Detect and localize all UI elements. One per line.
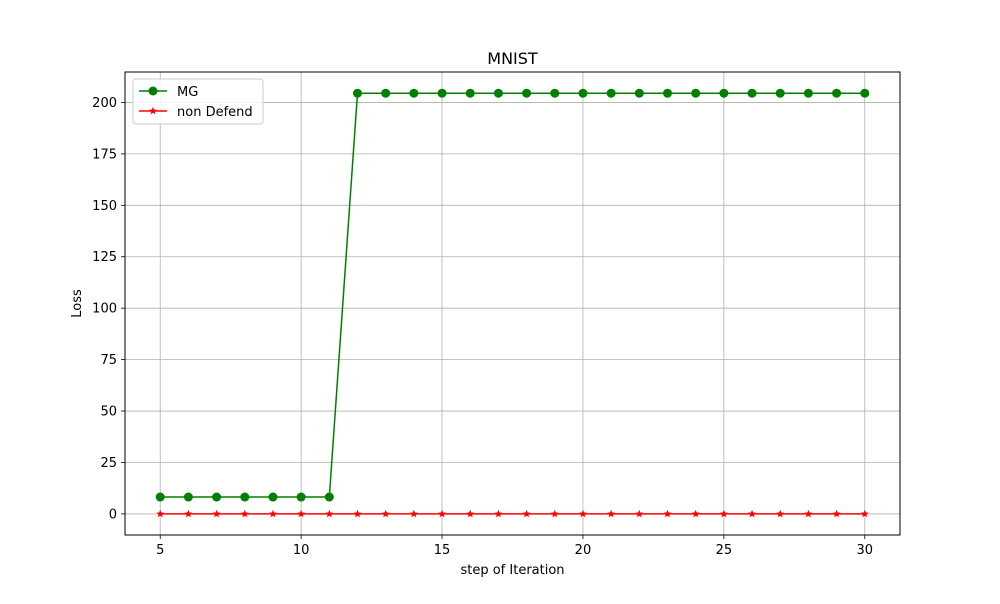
data-point-mg (775, 88, 785, 98)
data-point-mg (240, 492, 250, 502)
data-point-mg (353, 88, 362, 98)
y-tick-label: 75 (100, 353, 117, 368)
data-point-non-defend (832, 509, 841, 518)
data-point-non-defend (663, 509, 672, 518)
data-point-mg (578, 88, 588, 98)
data-point-mg (832, 88, 842, 98)
data-point-non-defend (325, 509, 334, 518)
y-tick-label: 25 (100, 456, 117, 471)
data-point-non-defend (353, 509, 362, 518)
data-point-mg (606, 88, 616, 98)
data-point-mg (719, 88, 729, 98)
data-point-non-defend (381, 509, 390, 518)
series-non-defend (156, 509, 869, 518)
data-point-non-defend (156, 509, 165, 518)
y-tick-label: 0 (109, 507, 117, 522)
data-point-mg (409, 88, 419, 98)
data-point-non-defend (466, 509, 475, 518)
data-point-mg (465, 88, 475, 98)
data-point-mg (268, 492, 278, 502)
chart-title: MNIST (487, 49, 538, 68)
data-point-non-defend (522, 509, 531, 518)
data-point-mg (493, 88, 503, 98)
data-point-non-defend (240, 509, 249, 518)
data-point-mg (550, 88, 560, 98)
data-point-non-defend (635, 509, 644, 518)
y-axis-label: Loss (70, 289, 85, 318)
series-group (155, 88, 870, 518)
data-point-non-defend (409, 509, 418, 518)
data-point-mg (212, 492, 222, 502)
x-tick-label: 20 (575, 543, 592, 558)
data-point-non-defend (550, 509, 559, 518)
x-tick-label: 25 (716, 543, 733, 558)
data-point-non-defend (804, 509, 813, 518)
y-tick-label: 200 (92, 96, 117, 111)
data-point-non-defend (607, 509, 616, 518)
x-tick-label: 5 (156, 543, 164, 558)
y-tick-label: 125 (92, 250, 117, 265)
data-point-non-defend (776, 509, 785, 518)
data-point-mg (437, 88, 447, 98)
series-line-mg (160, 92, 865, 498)
data-point-mg (522, 88, 532, 98)
legend-marker-non-defend (149, 106, 157, 115)
data-point-non-defend (212, 509, 221, 518)
axis-ticks: 5 10 15 20 25 30 0 25 50 75 100 125 150 175 200 (92, 96, 873, 558)
data-point-non-defend (719, 509, 728, 518)
y-tick-label: 150 (92, 199, 117, 214)
x-tick-label: 10 (293, 543, 310, 558)
data-point-mg (663, 88, 672, 98)
data-point-mg (691, 88, 701, 98)
data-point-non-defend (578, 509, 587, 518)
y-tick-label: 175 (92, 147, 117, 162)
series-mg (155, 88, 870, 502)
grid (125, 72, 900, 535)
data-point-mg (381, 88, 391, 98)
x-tick-label: 30 (856, 543, 873, 558)
data-point-mg (747, 88, 757, 98)
data-point-mg (324, 492, 334, 502)
data-point-non-defend (691, 509, 700, 518)
data-point-mg (803, 88, 813, 98)
y-tick-label: 50 (100, 405, 117, 420)
data-point-non-defend (297, 509, 306, 518)
data-point-mg (296, 492, 306, 502)
data-point-mg (183, 492, 193, 502)
data-point-non-defend (494, 509, 503, 518)
x-axis-label: step of Iteration (460, 563, 564, 578)
data-point-non-defend (268, 509, 277, 518)
data-point-mg (860, 88, 870, 98)
data-point-mg (155, 492, 165, 502)
data-point-non-defend (184, 509, 193, 518)
plot-frame (124, 71, 901, 536)
data-point-mg (634, 88, 644, 98)
data-point-non-defend (860, 509, 869, 518)
data-point-non-defend (438, 509, 447, 518)
data-point-non-defend (748, 509, 757, 518)
legend-marker-mg (148, 86, 158, 96)
legend-label-mg: MG (177, 85, 198, 100)
legend-label-non-defend: non Defend (177, 105, 253, 120)
y-tick-label: 100 (92, 302, 117, 317)
legend: MG non Defend (132, 78, 264, 125)
x-tick-label: 15 (434, 543, 451, 558)
